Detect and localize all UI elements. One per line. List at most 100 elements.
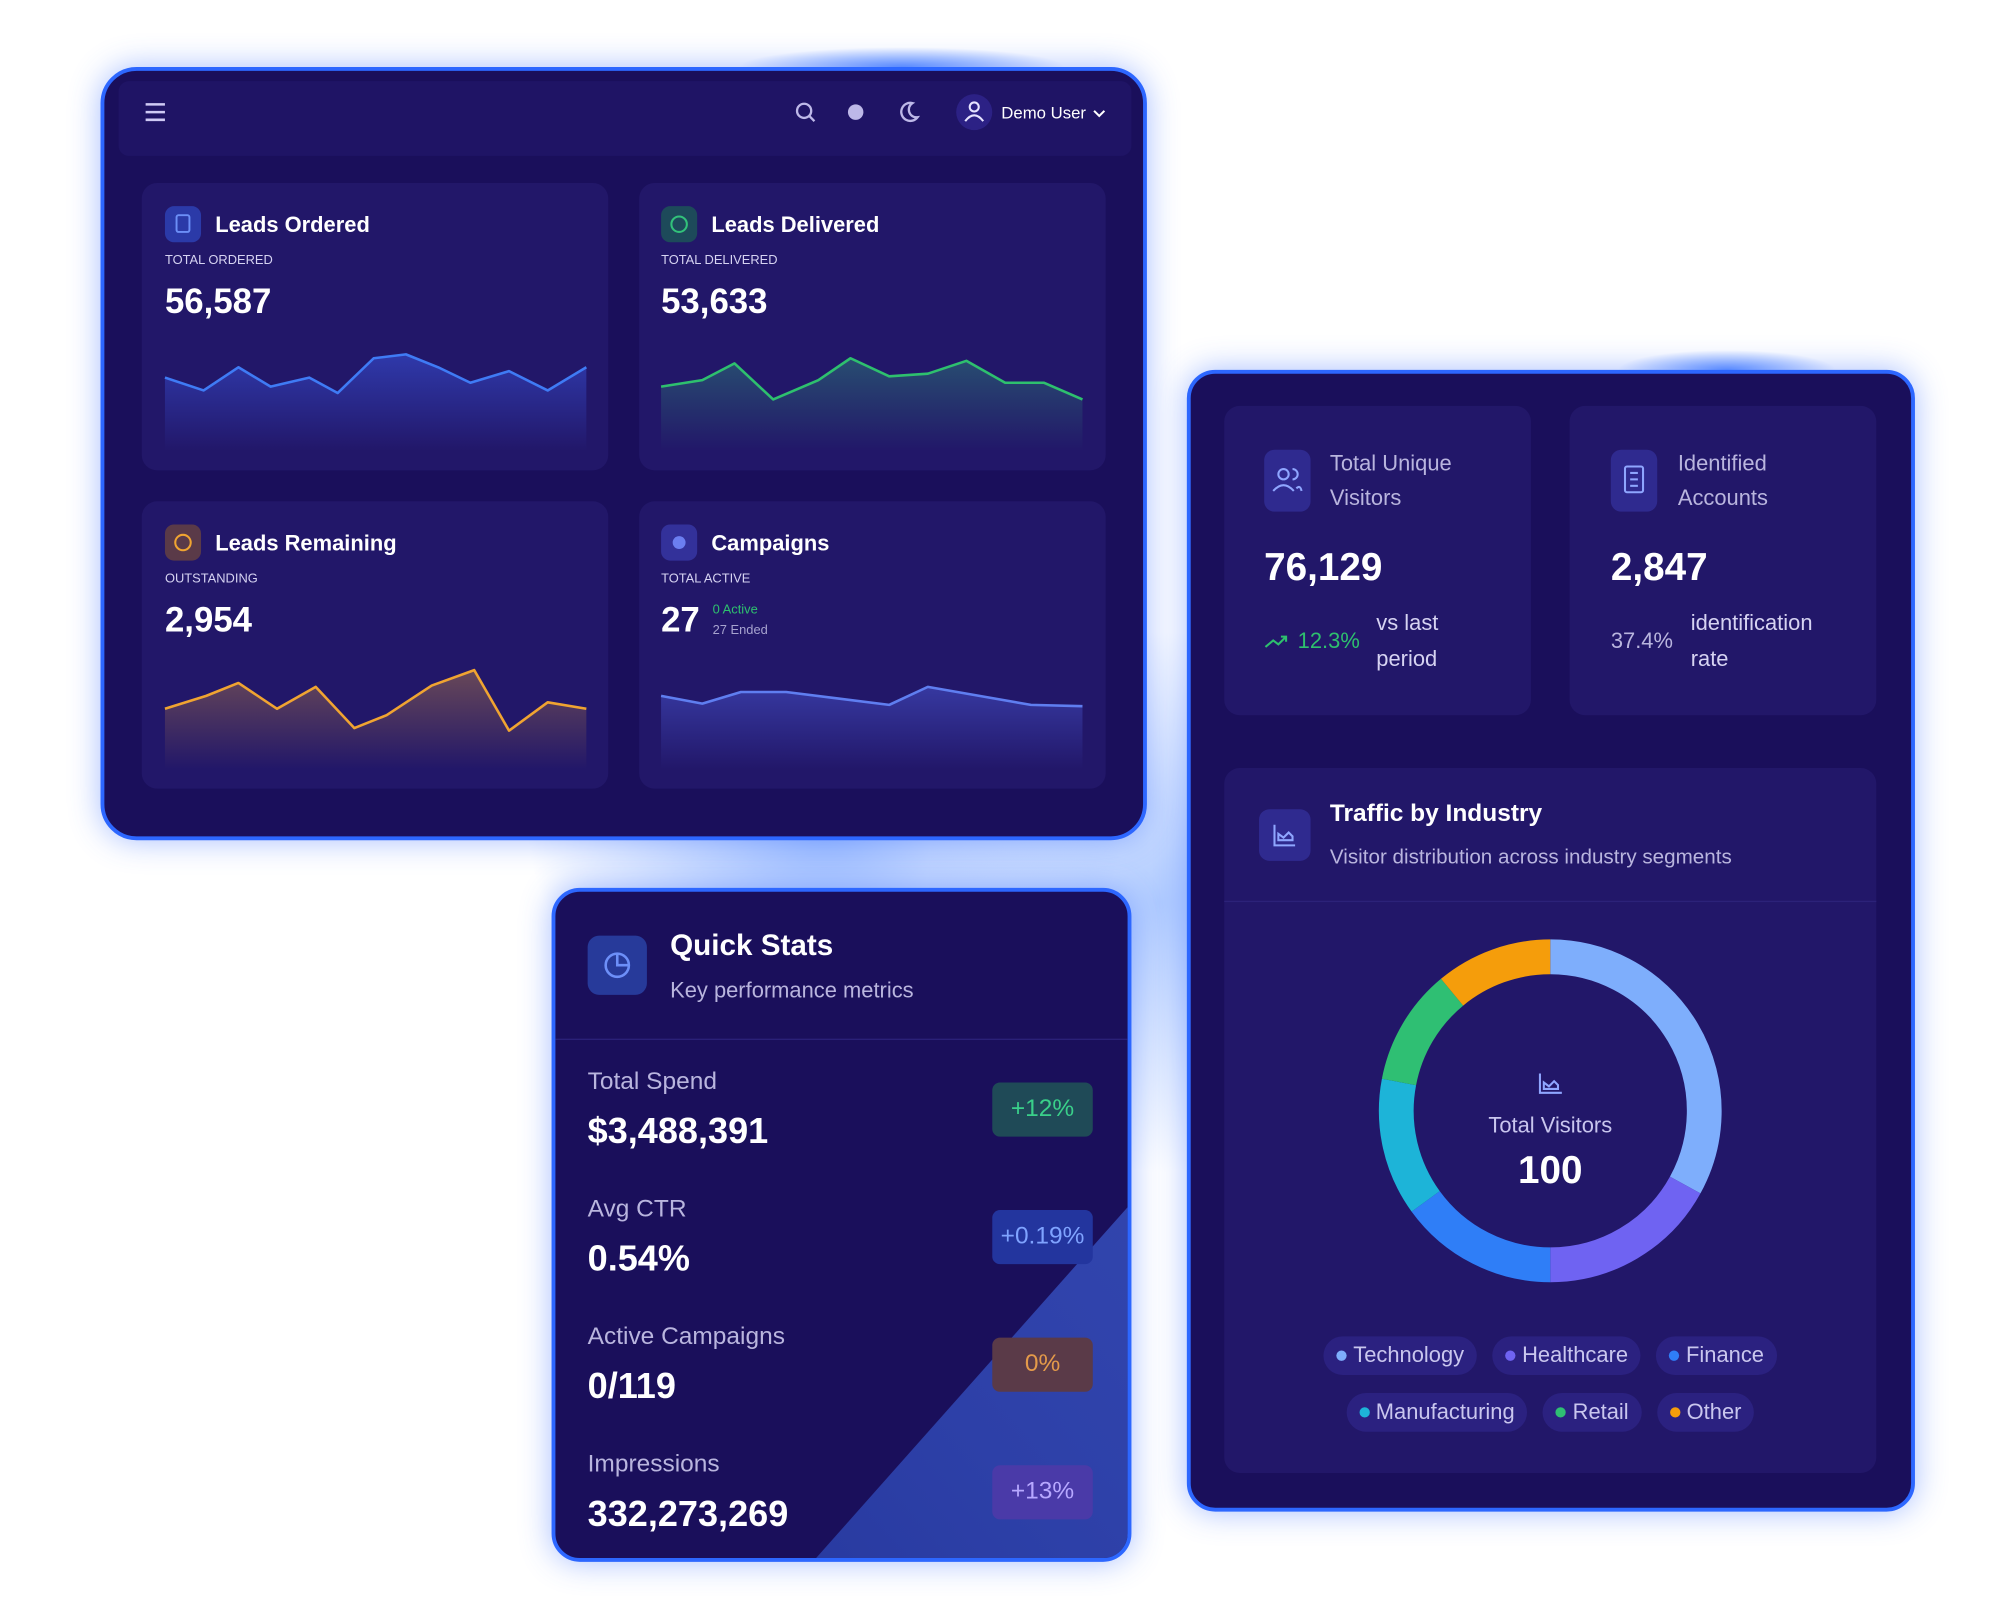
legend-label: Other xyxy=(1686,1399,1742,1424)
card-value: 53,633 xyxy=(661,282,768,321)
user-caret[interactable] xyxy=(1093,110,1106,118)
search-icon[interactable] xyxy=(795,102,816,122)
stat-label: Impressions xyxy=(587,1451,720,1479)
stat-change: 37.4% xyxy=(1610,628,1673,654)
stat-note: vs last xyxy=(1376,610,1439,636)
quick-subtitle: Key performance metrics xyxy=(670,978,914,1003)
legend-dot xyxy=(1359,1407,1370,1418)
legend-dot xyxy=(1669,1407,1681,1418)
card-label: TOTAL ORDERED xyxy=(164,253,273,269)
stat-value: 0.54% xyxy=(587,1238,690,1279)
sparkline-area xyxy=(164,354,587,452)
stat-icon xyxy=(1610,449,1658,512)
card-icon-glyph xyxy=(174,533,192,552)
change-badge: +0.19% xyxy=(992,1210,1093,1265)
sparkline-area xyxy=(661,358,1083,452)
stat-title: Total Unique xyxy=(1329,451,1452,476)
traffic-glyph xyxy=(1273,824,1296,847)
pie-glyph xyxy=(604,952,631,979)
sparkline xyxy=(660,685,1083,708)
card-icon-glyph xyxy=(670,215,688,233)
card-value: 2,954 xyxy=(164,600,253,640)
quick-title: Quick Stats xyxy=(670,927,834,962)
donut xyxy=(1378,939,1722,1283)
change-badge: +12% xyxy=(992,1082,1093,1137)
stat-value: 332,273,269 xyxy=(587,1493,789,1534)
stat-label: Active Campaigns xyxy=(587,1323,785,1351)
stat-value: 76,129 xyxy=(1264,546,1383,589)
building-glyph xyxy=(1623,465,1645,494)
stat-change: 12.3% xyxy=(1297,628,1360,654)
donut-segment xyxy=(1378,1078,1440,1212)
legend-label: Manufacturing xyxy=(1375,1399,1515,1424)
divider xyxy=(555,1038,1128,1040)
menu-icon[interactable] xyxy=(145,103,165,122)
legend-label: Retail xyxy=(1572,1399,1629,1424)
stat-title: Visitors xyxy=(1329,485,1402,511)
card-title: Leads Ordered xyxy=(215,212,370,238)
stat-title: Accounts xyxy=(1677,485,1768,511)
legend-dot xyxy=(1555,1407,1567,1418)
card-label: TOTAL ACTIVE xyxy=(661,572,751,587)
legend-label: Finance xyxy=(1686,1342,1764,1368)
trend-icon xyxy=(1264,635,1288,648)
legend-item[interactable]: Manufacturing xyxy=(1346,1393,1528,1432)
card-icon-glyph xyxy=(672,536,686,549)
user-name[interactable]: Demo User xyxy=(1001,103,1087,123)
donut-segment xyxy=(1381,978,1464,1086)
card-title: Leads Remaining xyxy=(215,530,397,556)
stat-value: $3,488,391 xyxy=(587,1110,769,1151)
stat-icon xyxy=(1264,449,1311,512)
stat-value: 2,847 xyxy=(1610,546,1708,589)
stat-label: Avg CTR xyxy=(587,1195,687,1223)
change-badge: +13% xyxy=(992,1465,1093,1520)
sparkline xyxy=(164,668,587,732)
legend: Technology Healthcare Finance Manufacturing… xyxy=(1280,1336,1821,1449)
card-label: TOTAL DELIVERED xyxy=(661,253,778,269)
legend-item[interactable]: Other xyxy=(1656,1393,1755,1432)
card-icon xyxy=(661,206,698,243)
sparkline xyxy=(164,353,588,395)
legend-dot xyxy=(1336,1350,1347,1361)
card-title: Campaigns xyxy=(711,530,830,556)
chart-title: Traffic by Industry xyxy=(1329,800,1543,828)
chart-subtitle: Visitor distribution across industry seg… xyxy=(1329,846,1732,869)
theme-icon[interactable] xyxy=(847,104,864,120)
legend-item[interactable]: Retail xyxy=(1542,1393,1642,1432)
sparkline-area xyxy=(661,686,1083,770)
legend-dot xyxy=(1505,1350,1516,1361)
center-glyph xyxy=(1538,1073,1562,1094)
stat-label: Total Spend xyxy=(587,1068,717,1096)
card-icon xyxy=(164,524,202,561)
donut-segment xyxy=(1549,939,1722,1194)
legend-item[interactable]: Technology xyxy=(1323,1336,1478,1376)
legend-label: Technology xyxy=(1353,1342,1465,1368)
card-icon-glyph xyxy=(175,214,191,233)
card-value: 27 xyxy=(661,600,700,640)
stat-note: identification xyxy=(1690,610,1813,636)
active-count: 0 Active xyxy=(712,603,758,618)
stat-note: period xyxy=(1376,646,1438,672)
stat-note: rate xyxy=(1690,646,1729,672)
dark-mode-icon[interactable] xyxy=(900,101,921,122)
card-value: 56,587 xyxy=(164,282,272,321)
avatar-icon xyxy=(964,101,985,122)
change-badge: 0% xyxy=(992,1337,1093,1392)
ended-count: 27 Ended xyxy=(712,623,768,638)
users-glyph xyxy=(1272,468,1303,492)
donut-segment xyxy=(1549,1176,1701,1283)
legend-item[interactable]: Finance xyxy=(1656,1336,1777,1376)
legend-label: Healthcare xyxy=(1522,1342,1629,1368)
card-icon xyxy=(164,206,202,243)
stat-title: Identified xyxy=(1677,451,1767,476)
divider xyxy=(1224,900,1877,903)
legend-item[interactable]: Healthcare xyxy=(1492,1336,1641,1376)
legend-dot xyxy=(1669,1350,1680,1361)
